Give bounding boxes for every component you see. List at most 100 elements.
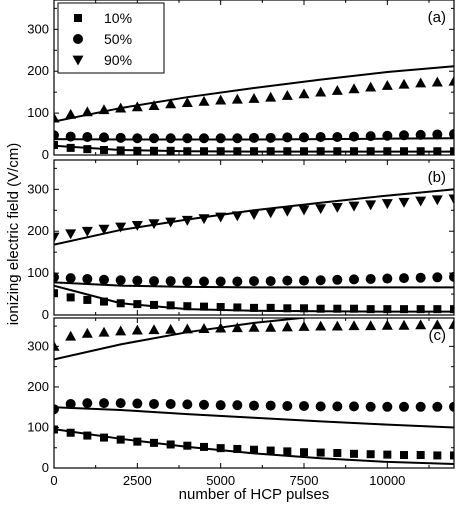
model-line: [54, 281, 454, 289]
data-point: [415, 129, 426, 140]
y-tick-label: 0: [42, 460, 49, 475]
data-point: [448, 75, 454, 86]
data-point: [81, 106, 93, 117]
data-point: [333, 449, 342, 457]
data-point: [198, 214, 210, 225]
panel-3: 0 100 200 300 0 2500 5000 7500 10000 (c): [27, 317, 455, 488]
data-point: [432, 272, 443, 283]
y-tick-label: 0: [42, 307, 49, 322]
data-point: [65, 273, 76, 284]
data-point: [349, 274, 359, 285]
series-90pct: [54, 75, 454, 123]
series-10pct: [54, 140, 454, 155]
panel-label: (a): [428, 9, 446, 26]
data-point: [350, 449, 358, 458]
data-point: [66, 293, 75, 302]
x-tick-label: 2500: [123, 473, 152, 488]
data-point: [198, 323, 210, 333]
data-point: [266, 303, 275, 312]
data-point: [132, 275, 143, 286]
data-point: [281, 206, 293, 217]
data-point: [265, 321, 277, 332]
data-point: [182, 133, 193, 144]
data-point: [449, 129, 454, 140]
data-point: [83, 431, 92, 440]
data-point: [416, 147, 425, 155]
data-point: [300, 448, 308, 457]
data-point: [398, 78, 410, 89]
data-point: [66, 428, 75, 437]
data-point: [249, 132, 259, 143]
data-point: [148, 324, 160, 335]
data-point: [315, 320, 327, 331]
data-point: [131, 324, 143, 335]
data-point: [165, 323, 177, 334]
data-point: [148, 219, 160, 230]
data-point: [233, 147, 242, 155]
data-point: [416, 451, 425, 460]
data-point: [249, 276, 259, 287]
data-point: [381, 199, 393, 210]
data-point: [149, 133, 159, 144]
data-point: [316, 147, 325, 155]
series-10pct: [54, 289, 454, 314]
data-point: [282, 400, 293, 411]
data-point: [149, 398, 159, 409]
data-point: [181, 323, 193, 334]
data-point: [383, 450, 392, 459]
data-layer: [54, 188, 454, 314]
data-point: [216, 444, 225, 453]
data-point: [299, 132, 309, 143]
data-point: [165, 217, 177, 228]
data-point: [281, 321, 293, 332]
data-point: [283, 304, 292, 313]
data-point: [331, 84, 343, 95]
data-point: [282, 132, 293, 143]
data-point: [233, 444, 242, 453]
data-point: [216, 147, 225, 155]
series-50pct: [54, 398, 454, 415]
data-point: [65, 229, 77, 240]
data-point: [381, 319, 393, 330]
data-point: [250, 147, 258, 155]
data-point: [315, 204, 327, 215]
data-point: [265, 400, 276, 411]
data-point: [365, 320, 377, 331]
x-axis-label: number of HCP pulses: [179, 486, 330, 503]
data-layer: [54, 318, 454, 465]
data-point: [365, 401, 376, 412]
data-point: [450, 147, 454, 155]
legend-label: 50%: [104, 31, 132, 47]
legend-label: 10%: [104, 10, 132, 26]
data-point: [100, 433, 108, 442]
data-point: [82, 131, 93, 142]
data-point: [450, 451, 454, 460]
data-point: [215, 276, 226, 287]
data-point: [365, 81, 377, 92]
data-point: [166, 146, 175, 155]
data-point: [65, 330, 77, 341]
data-point: [98, 224, 110, 235]
data-point: [231, 93, 243, 104]
x-tick-label: 5000: [206, 473, 235, 488]
data-point: [383, 147, 392, 155]
data-point: [350, 304, 358, 313]
data-point: [415, 77, 427, 88]
panel-label: (c): [429, 327, 447, 344]
data-point: [332, 274, 343, 285]
data-point: [199, 399, 209, 410]
data-point: [131, 101, 143, 112]
data-point: [182, 399, 193, 410]
data-point: [54, 272, 59, 283]
data-point: [382, 401, 393, 412]
data-point: [366, 450, 375, 459]
y-tick-label: 0: [42, 147, 49, 162]
x-tick-label: 7500: [290, 473, 319, 488]
panels: 0 100 200 300 (a) 10% 50% 90% 0 100 200 300 (b) 0 100 2…: [27, 0, 455, 488]
data-point: [115, 102, 127, 113]
data-point: [181, 215, 193, 226]
data-point: [115, 222, 127, 233]
data-point: [166, 440, 175, 449]
x-tick-label: 0: [50, 473, 57, 488]
